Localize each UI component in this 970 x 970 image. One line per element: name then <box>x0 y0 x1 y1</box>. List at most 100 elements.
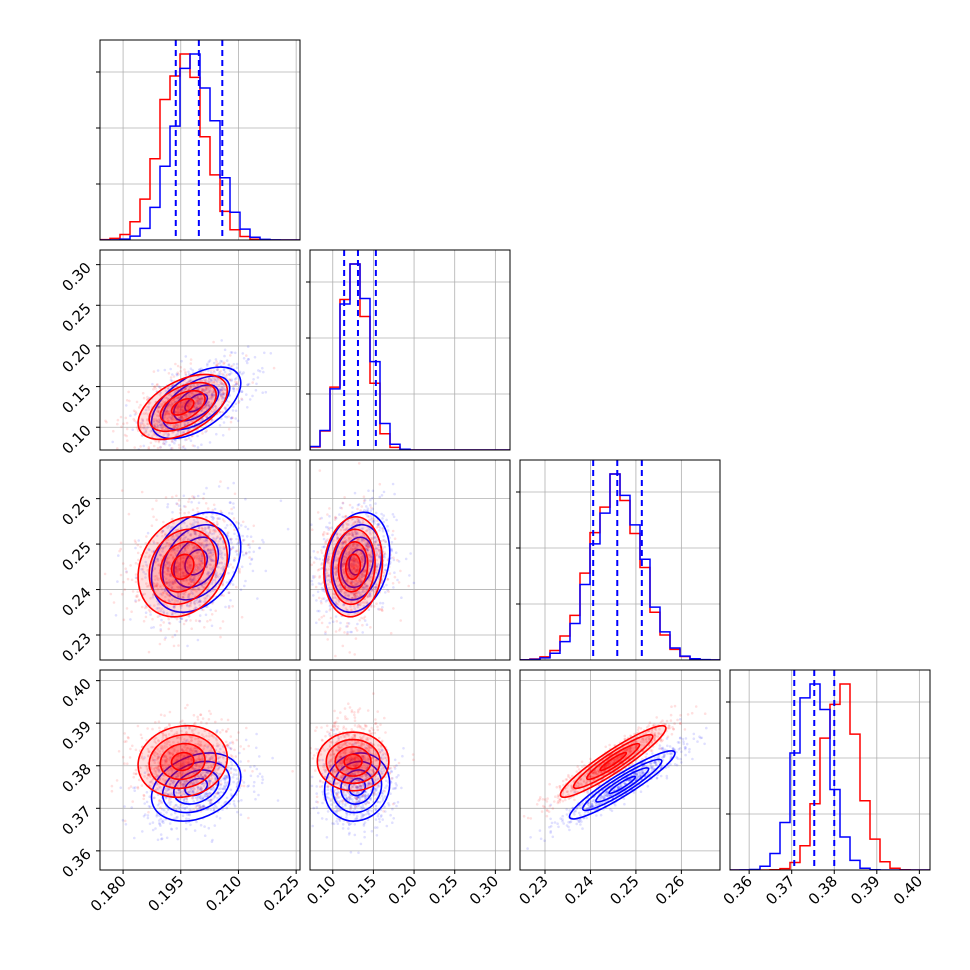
sample-point <box>148 805 152 809</box>
sample-point <box>352 567 356 570</box>
sample-point <box>209 371 213 374</box>
sample-point <box>156 563 160 567</box>
sample-point <box>195 606 198 610</box>
sample-point <box>167 787 171 791</box>
sample-point <box>168 622 172 625</box>
sample-point <box>224 780 227 784</box>
sample-point <box>136 595 139 599</box>
sample-point <box>196 446 200 449</box>
sample-point <box>223 407 226 410</box>
sample-point <box>207 390 211 394</box>
sample-point <box>183 783 186 787</box>
sample-point <box>199 788 203 791</box>
sample-point <box>169 573 172 576</box>
sample-point <box>187 380 191 384</box>
sample-point <box>205 391 209 395</box>
sample-point <box>193 397 196 401</box>
sample-point <box>353 575 356 578</box>
sample-point <box>198 399 201 402</box>
sample-point <box>391 582 395 585</box>
sample-point <box>214 539 218 543</box>
sample-point <box>158 420 162 424</box>
sample-point <box>199 561 203 564</box>
sample-point <box>152 541 156 545</box>
sample-point <box>158 393 162 397</box>
sample-point <box>122 580 125 584</box>
sample-point <box>355 560 359 564</box>
sample-point <box>112 601 116 604</box>
sample-point <box>343 558 347 562</box>
sample-point <box>203 626 206 629</box>
sample-point <box>326 574 330 578</box>
sample-point <box>392 607 395 610</box>
sample-point <box>207 400 210 404</box>
sample-point <box>177 416 181 420</box>
sample-point <box>166 416 169 420</box>
sample-point <box>375 565 379 569</box>
sample-point <box>348 572 352 576</box>
sample-point <box>351 596 355 600</box>
sample-point <box>139 423 142 426</box>
sample-point <box>239 588 243 592</box>
sample-point <box>180 575 183 579</box>
sample-point <box>177 568 181 571</box>
sample-point <box>334 572 338 576</box>
sample-point <box>187 543 190 547</box>
sample-point <box>137 539 140 542</box>
sample-point <box>166 386 170 390</box>
sample-point <box>199 787 202 790</box>
sample-point <box>179 422 182 426</box>
sample-point <box>194 403 197 407</box>
sample-point <box>371 489 375 493</box>
sample-point <box>353 592 357 595</box>
sample-point <box>192 588 196 592</box>
sample-point <box>186 538 190 542</box>
sample-point <box>326 638 330 641</box>
histogram-panel-0 <box>100 40 300 240</box>
sample-point <box>191 592 195 595</box>
sample-point <box>181 405 184 409</box>
sample-point <box>354 626 358 630</box>
sample-point <box>196 402 200 406</box>
sample-point <box>235 773 238 776</box>
sample-point <box>188 533 192 537</box>
sample-point <box>145 551 148 555</box>
sample-point <box>327 574 331 578</box>
sample-point <box>374 511 378 515</box>
sample-point <box>171 373 174 376</box>
sample-point <box>238 571 241 574</box>
sample-point <box>164 432 167 435</box>
sample-point <box>187 393 191 397</box>
sample-point <box>366 549 369 553</box>
sample-point <box>229 369 232 373</box>
sample-point <box>179 606 183 609</box>
sample-point <box>111 440 114 444</box>
sample-point <box>365 600 369 603</box>
sample-point <box>258 370 262 373</box>
sample-point <box>333 592 336 596</box>
sample-point <box>318 618 321 621</box>
sample-point <box>327 528 331 531</box>
sample-point <box>161 428 164 431</box>
sample-point <box>203 774 207 778</box>
sample-point <box>316 609 319 613</box>
sample-point <box>174 434 178 437</box>
sample-point <box>173 426 176 429</box>
sample-point <box>206 362 209 366</box>
sample-point <box>150 626 153 630</box>
sample-point <box>184 726 187 730</box>
sample-point <box>369 498 372 502</box>
sample-point <box>174 410 177 414</box>
sample-point <box>156 446 160 450</box>
sample-point <box>171 495 174 499</box>
sample-point <box>350 562 353 566</box>
sample-point <box>223 354 226 358</box>
sample-point <box>212 503 216 507</box>
sample-point <box>369 509 373 512</box>
sample-point <box>363 498 367 502</box>
sample-point <box>345 625 348 628</box>
sample-point <box>363 601 367 604</box>
scatter-panel-2-1 <box>310 460 510 660</box>
sample-point <box>375 538 379 542</box>
sample-point <box>159 445 162 449</box>
